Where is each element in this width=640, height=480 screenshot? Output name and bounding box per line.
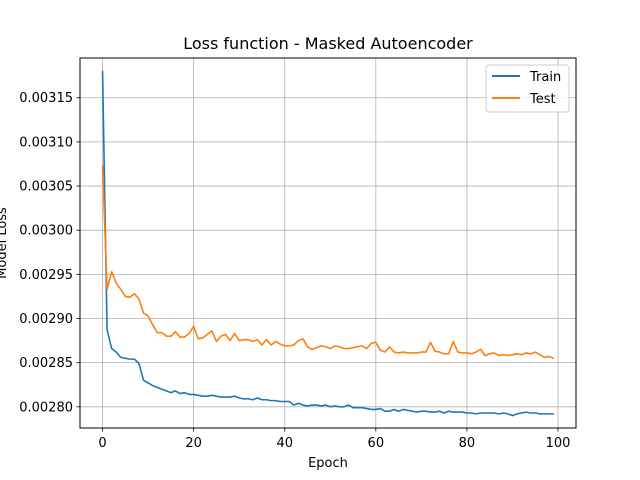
legend: Train Test bbox=[485, 64, 570, 113]
series-line-test bbox=[101, 164, 555, 360]
plot-frame bbox=[79, 57, 577, 429]
y-tick-label: 0.00315 bbox=[19, 91, 73, 106]
y-tick-label: 0.00310 bbox=[19, 135, 73, 150]
x-tick-label: 40 bbox=[276, 436, 293, 451]
y-tick-label: 0.00300 bbox=[19, 224, 73, 239]
x-tick-label: 60 bbox=[368, 436, 385, 451]
chart-title: Loss function - Masked Autoencoder bbox=[183, 34, 473, 53]
x-tick-label: 100 bbox=[546, 436, 571, 451]
x-tick-label: 80 bbox=[459, 436, 476, 451]
grid-lines bbox=[80, 58, 576, 428]
y-tick-label: 0.00305 bbox=[19, 180, 73, 195]
x-tick-label: 20 bbox=[185, 436, 202, 451]
legend-label-train: Train bbox=[529, 70, 561, 85]
axis-ticks: 0 20 40 60 80 100 0.00280 0.00285 0.00290 0.00295… bbox=[19, 91, 570, 451]
y-tick-label: 0.00280 bbox=[19, 400, 73, 415]
y-tick-label: 0.00285 bbox=[19, 356, 73, 371]
x-axis-label: Epoch bbox=[308, 456, 348, 471]
series-line-train bbox=[101, 70, 555, 417]
series-lines bbox=[101, 70, 555, 417]
y-tick-label: 0.00295 bbox=[19, 268, 73, 283]
y-tick-label: 0.00290 bbox=[19, 312, 73, 327]
y-axis-label: Model Loss bbox=[0, 207, 10, 279]
legend-label-test: Test bbox=[529, 92, 556, 107]
x-tick-label: 0 bbox=[98, 436, 106, 451]
